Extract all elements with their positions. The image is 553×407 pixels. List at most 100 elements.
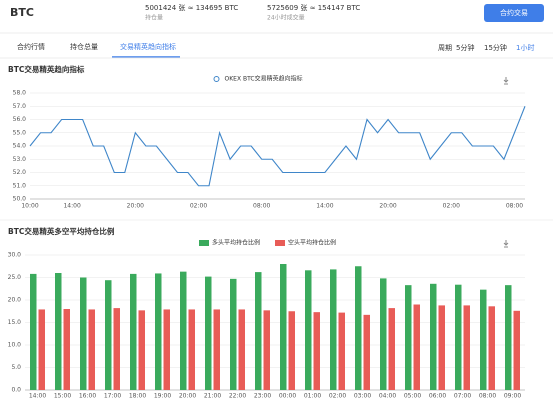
x-tick-label: 23:00 xyxy=(254,393,271,400)
period-option[interactable]: 15分钟 xyxy=(484,43,507,52)
stat-value: 5001424 张 ≈ 134695 BTC xyxy=(145,3,238,12)
tab[interactable]: 持仓总量 xyxy=(70,42,98,51)
bar xyxy=(480,289,487,390)
bar xyxy=(313,312,320,390)
stat-value: 5725609 张 ≈ 154147 BTC xyxy=(267,3,360,12)
x-tick-label: 21:00 xyxy=(204,393,221,400)
x-tick-label: 09:00 xyxy=(504,393,521,400)
bar xyxy=(405,285,412,390)
x-tick-label: 03:00 xyxy=(354,393,371,400)
x-tick-label: 08:00 xyxy=(479,393,496,400)
x-tick-label: 19:00 xyxy=(154,393,171,400)
x-tick-label: 08:00 xyxy=(253,203,270,210)
bar xyxy=(138,310,145,390)
y-tick-label: 15.0 xyxy=(8,319,22,326)
x-tick-label: 01:00 xyxy=(304,393,321,400)
bar xyxy=(55,273,62,390)
x-tick-label: 20:00 xyxy=(127,203,144,210)
y-tick-label: 50.0 xyxy=(13,196,27,203)
bar xyxy=(280,264,287,390)
bar xyxy=(380,278,387,390)
download-icon[interactable] xyxy=(503,240,509,248)
y-tick-label: 20.0 xyxy=(8,297,22,304)
x-tick-label: 14:00 xyxy=(316,203,333,210)
chart-title: BTC交易精英多空平均持仓比例 xyxy=(8,226,115,236)
bar xyxy=(288,311,295,390)
y-tick-label: 5.0 xyxy=(11,364,21,371)
period-option[interactable]: 1小时 xyxy=(516,43,534,52)
tab[interactable]: 交易精英趋向指标 xyxy=(120,42,176,51)
x-tick-label: 15:00 xyxy=(54,393,71,400)
x-tick-label: 22:00 xyxy=(229,393,246,400)
bar xyxy=(430,283,437,390)
bar xyxy=(230,278,237,390)
x-tick-label: 02:00 xyxy=(190,203,207,210)
legend-label: 空头平均持仓比例 xyxy=(288,239,336,247)
x-tick-label: 18:00 xyxy=(129,393,146,400)
y-tick-label: 51.0 xyxy=(13,182,27,189)
y-tick-label: 52.0 xyxy=(13,169,27,176)
x-tick-label: 14:00 xyxy=(29,393,46,400)
bar xyxy=(388,308,395,390)
bar xyxy=(363,314,370,390)
bar xyxy=(355,266,362,390)
x-tick-label: 14:00 xyxy=(63,203,80,210)
bar xyxy=(130,273,137,390)
x-tick-label: 04:00 xyxy=(379,393,396,400)
x-tick-label: 05:00 xyxy=(404,393,421,400)
stat-label: 持仓量 xyxy=(145,14,163,22)
bar xyxy=(488,306,495,390)
legend-label: OKEX BTC交易精英趋向指标 xyxy=(225,75,303,83)
x-tick-label: 16:00 xyxy=(79,393,96,400)
y-tick-label: 0.0 xyxy=(11,387,21,394)
y-tick-label: 53.0 xyxy=(13,156,27,163)
y-tick-label: 55.0 xyxy=(13,129,27,136)
y-tick-label: 10.0 xyxy=(8,342,22,349)
y-tick-label: 56.0 xyxy=(13,116,27,123)
stat-label: 24小时成交量 xyxy=(267,14,305,22)
bar xyxy=(155,273,162,390)
button-label[interactable]: 合约交易 xyxy=(500,8,528,17)
x-tick-label: 02:00 xyxy=(329,393,346,400)
y-tick-label: 30.0 xyxy=(8,252,22,259)
bar xyxy=(30,273,37,390)
symbol: BTC xyxy=(10,6,34,19)
bar xyxy=(513,310,520,390)
period-option[interactable]: 5分钟 xyxy=(456,43,474,52)
bar xyxy=(463,305,470,390)
bar xyxy=(105,280,112,390)
x-tick-label: 00:00 xyxy=(279,393,296,400)
bar xyxy=(505,285,512,390)
x-tick-label: 08:00 xyxy=(506,203,523,210)
x-tick-label: 02:00 xyxy=(443,203,460,210)
bar xyxy=(213,309,220,390)
x-tick-label: 20:00 xyxy=(379,203,396,210)
y-tick-label: 25.0 xyxy=(8,274,22,281)
bar xyxy=(263,310,270,390)
x-tick-label: 06:00 xyxy=(429,393,446,400)
x-tick-label: 20:00 xyxy=(179,393,196,400)
bar xyxy=(180,271,187,390)
x-tick-label: 10:00 xyxy=(21,203,38,210)
bar xyxy=(305,270,312,390)
bar xyxy=(80,277,87,390)
y-tick-label: 54.0 xyxy=(13,143,27,150)
bar xyxy=(63,309,70,390)
legend-marker xyxy=(213,76,220,82)
bar xyxy=(330,269,337,390)
line xyxy=(29,106,526,187)
bar xyxy=(88,309,95,390)
bar xyxy=(238,309,245,390)
legend-marker xyxy=(275,240,285,246)
x-tick-label: 17:00 xyxy=(104,393,121,400)
legend-marker xyxy=(199,240,209,246)
download-icon[interactable] xyxy=(503,77,509,85)
trade-button[interactable] xyxy=(484,4,544,22)
legend-label: 多头平均持仓比例 xyxy=(212,239,260,247)
tab[interactable]: 合约行情 xyxy=(17,42,45,51)
bar xyxy=(38,309,45,390)
bar xyxy=(163,309,170,390)
bar xyxy=(438,305,445,390)
